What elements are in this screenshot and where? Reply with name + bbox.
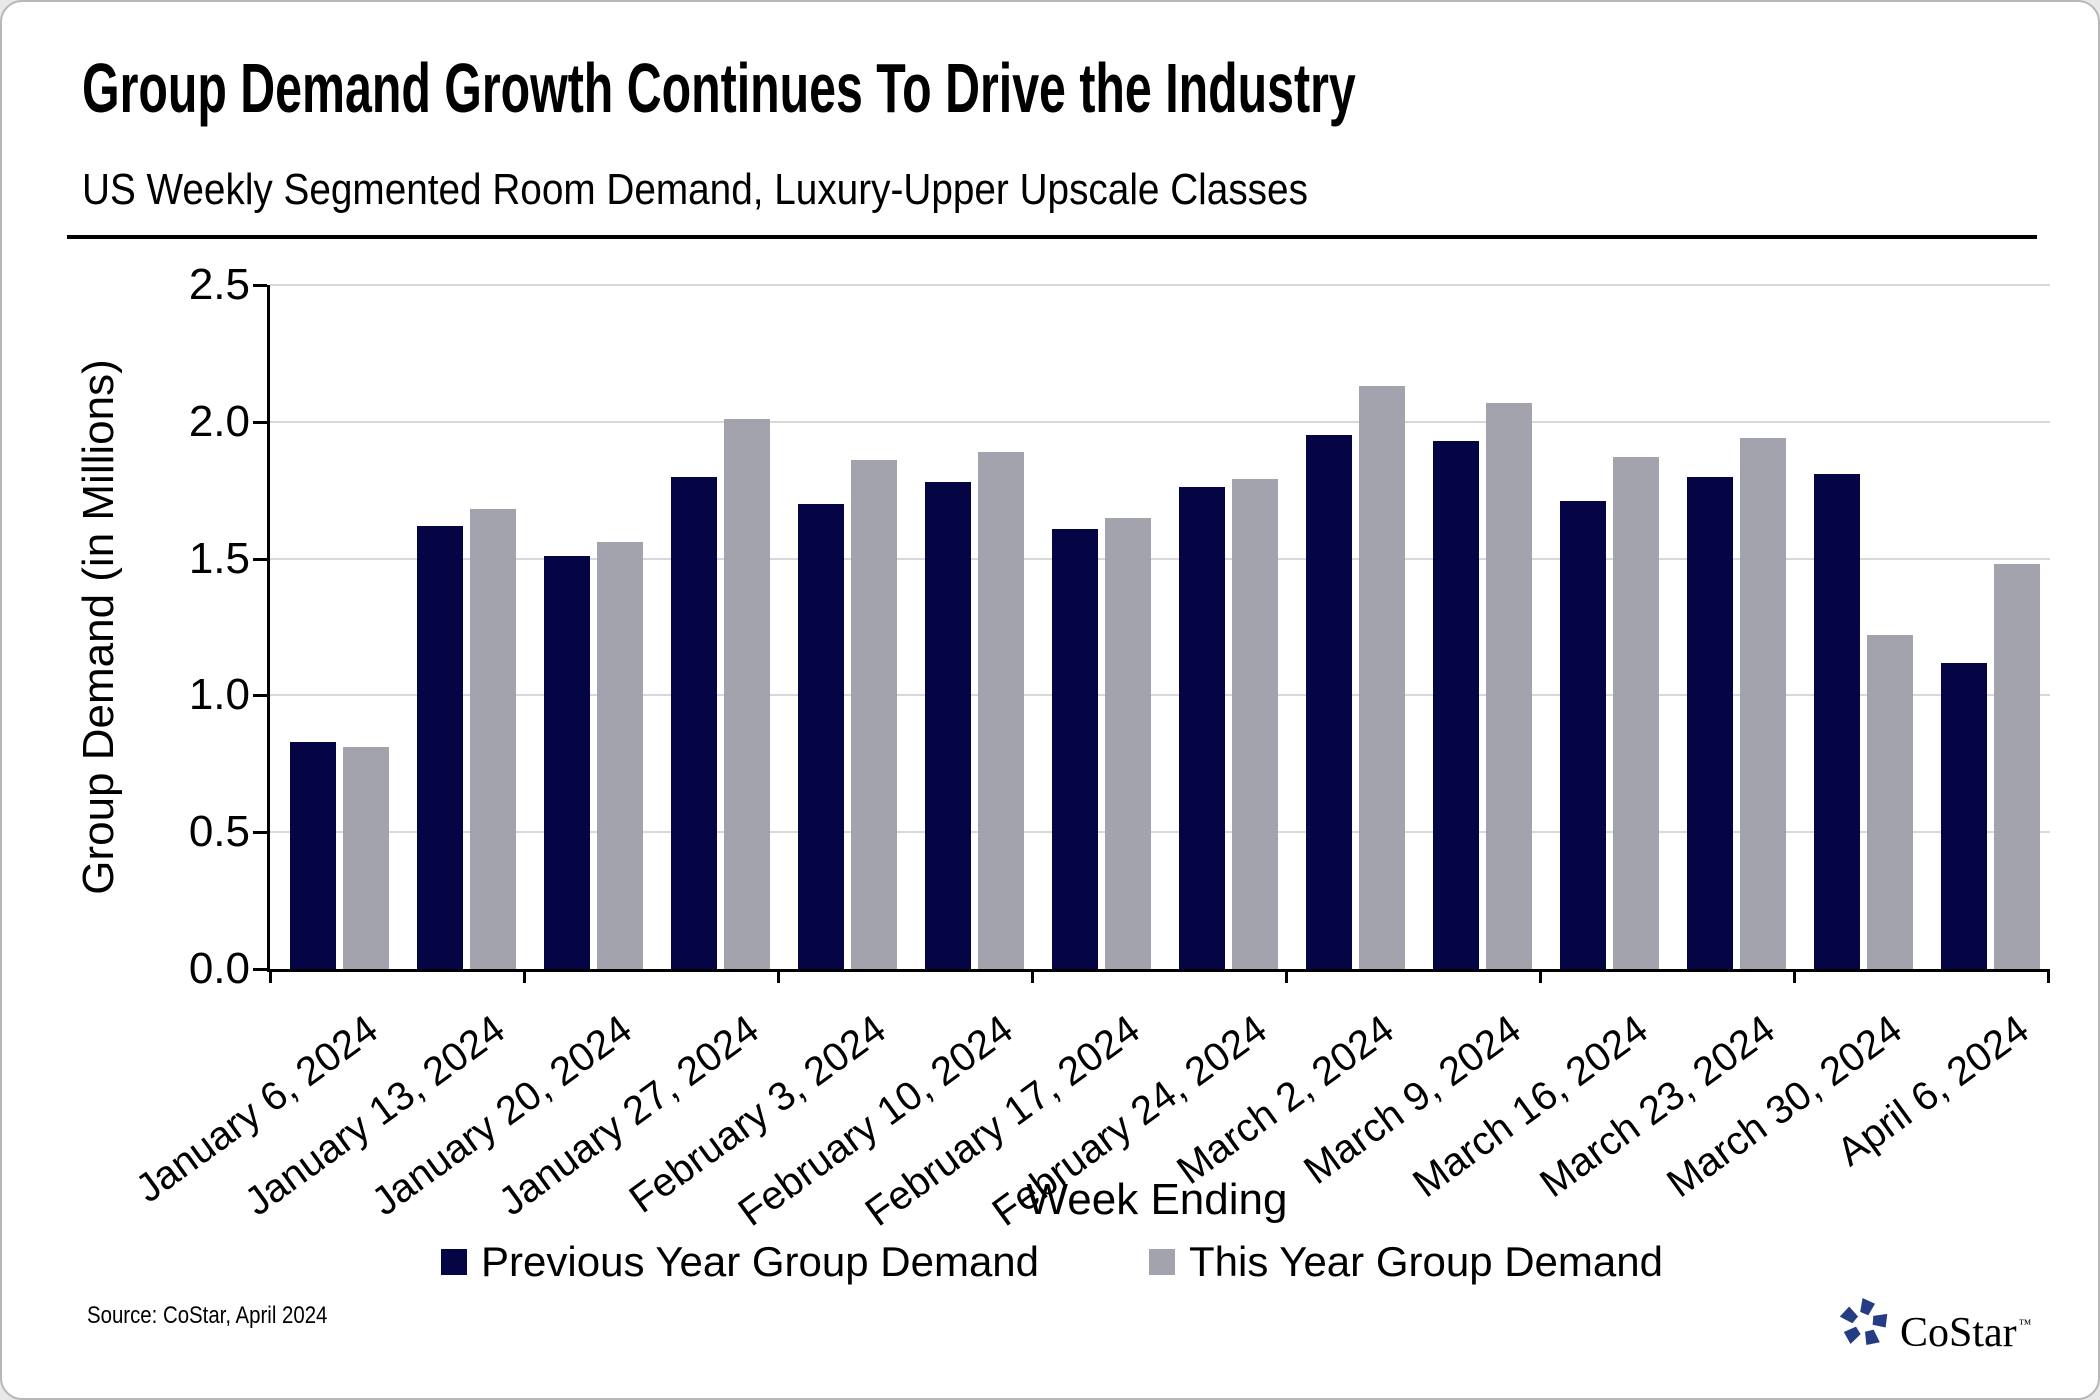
gridline-y-1 bbox=[270, 694, 2050, 697]
bar-previous-5 bbox=[798, 503, 844, 969]
x-axis-tick bbox=[2047, 969, 2050, 983]
source-note: Source: CoStar, April 2024 bbox=[87, 1302, 328, 1329]
legend-label-previous-year: Previous Year Group Demand bbox=[481, 1238, 1040, 1285]
y-axis-label-2.0: 2.0 bbox=[188, 396, 250, 446]
bar-current-4 bbox=[724, 419, 770, 969]
bar-current-7 bbox=[1105, 517, 1151, 969]
costar-logo: CoStar ™ bbox=[1840, 1296, 2031, 1361]
costar-wordmark: CoStar bbox=[1900, 1310, 2017, 1356]
gridline-y-1.5 bbox=[270, 557, 2050, 560]
bar-previous-13 bbox=[1814, 473, 1860, 969]
bar-current-14 bbox=[1994, 564, 2040, 969]
chart-plot-area: January 6, 2024 January 13, 2024 January 2… bbox=[128, 284, 2050, 1235]
page-subtitle: US Weekly Segmented Room Demand, Luxury-… bbox=[82, 165, 1308, 214]
page-title: Group Demand Growth Continues To Drive t… bbox=[82, 49, 1356, 127]
bar-previous-9 bbox=[1306, 435, 1352, 969]
pinwheel-shard bbox=[1840, 1306, 1859, 1324]
bar-previous-6 bbox=[925, 482, 971, 969]
x-axis-tick bbox=[1031, 969, 1034, 983]
y-axis-tick bbox=[253, 694, 267, 698]
y-axis-title: Group Demand (in Millions) bbox=[74, 359, 123, 895]
x-axis-tick bbox=[1793, 969, 1796, 983]
bar-current-1 bbox=[343, 747, 389, 969]
costar-pinwheel-icon bbox=[1840, 1298, 1888, 1345]
legend-item-previous-year: Previous Year Group Demand bbox=[441, 1238, 1039, 1286]
gridline-y-2.5 bbox=[270, 284, 2050, 286]
y-axis-tick bbox=[253, 968, 267, 971]
bar-current-8 bbox=[1232, 479, 1278, 969]
pinwheel-shard bbox=[1865, 1329, 1880, 1345]
legend-swatch-previous-year bbox=[441, 1249, 468, 1275]
y-axis-tick bbox=[253, 557, 267, 561]
y-axis-title-box: Group Demand (in Millions) bbox=[64, 285, 134, 969]
x-axis-tick bbox=[1285, 969, 1288, 983]
bar-previous-14 bbox=[1941, 662, 1987, 969]
pinwheel-shard bbox=[1860, 1298, 1876, 1316]
bar-previous-7 bbox=[1052, 528, 1098, 969]
bar-current-11 bbox=[1613, 457, 1659, 969]
bar-current-9 bbox=[1359, 386, 1405, 969]
x-axis-tick bbox=[269, 969, 272, 983]
y-axis-label-0.0: 0.0 bbox=[188, 944, 250, 993]
y-axis-tick bbox=[253, 420, 267, 424]
legend-item-this-year: This Year Group Demand bbox=[1149, 1238, 1663, 1286]
legend-swatch-this-year bbox=[1149, 1249, 1176, 1275]
pinwheel-shard bbox=[1872, 1313, 1888, 1328]
bar-previous-4 bbox=[671, 476, 717, 969]
title-divider bbox=[67, 235, 2037, 239]
pinwheel-shard bbox=[1843, 1326, 1861, 1344]
bar-current-2 bbox=[470, 509, 516, 969]
y-axis-tick bbox=[253, 284, 267, 287]
bar-current-5 bbox=[851, 460, 897, 969]
y-axis-label-2.5: 2.5 bbox=[188, 260, 250, 309]
bar-current-10 bbox=[1486, 402, 1532, 969]
costar-logo-text: CoStar ™ bbox=[1900, 1296, 2031, 1361]
bar-previous-1 bbox=[290, 741, 336, 969]
bar-current-6 bbox=[978, 451, 1024, 969]
bar-current-3 bbox=[597, 542, 643, 969]
bar-previous-11 bbox=[1560, 501, 1606, 969]
bar-current-13 bbox=[1867, 635, 1913, 969]
gridline-y-0.5 bbox=[270, 831, 2050, 834]
y-axis-label-0.5: 0.5 bbox=[188, 807, 250, 857]
bar-previous-10 bbox=[1433, 440, 1479, 969]
chart-legend: Previous Year Group Demand This Year Gro… bbox=[2, 1238, 2098, 1286]
bar-previous-12 bbox=[1687, 476, 1733, 969]
x-axis-tick bbox=[777, 969, 780, 983]
trademark-symbol: ™ bbox=[2018, 1316, 2032, 1331]
y-axis-tick bbox=[253, 831, 267, 835]
x-axis-title: Week Ending bbox=[1026, 1175, 1288, 1224]
legend-label-this-year: This Year Group Demand bbox=[1189, 1238, 1663, 1285]
x-axis-tick bbox=[1539, 969, 1542, 983]
bar-previous-8 bbox=[1179, 487, 1225, 969]
bar-current-12 bbox=[1740, 438, 1786, 969]
y-axis-label-1.0: 1.0 bbox=[188, 670, 250, 720]
x-axis-tick bbox=[523, 969, 526, 983]
gridline-y-2 bbox=[270, 420, 2050, 423]
bar-previous-2 bbox=[417, 525, 463, 969]
bar-previous-3 bbox=[544, 555, 590, 969]
y-axis-label-1.5: 1.5 bbox=[188, 533, 250, 583]
